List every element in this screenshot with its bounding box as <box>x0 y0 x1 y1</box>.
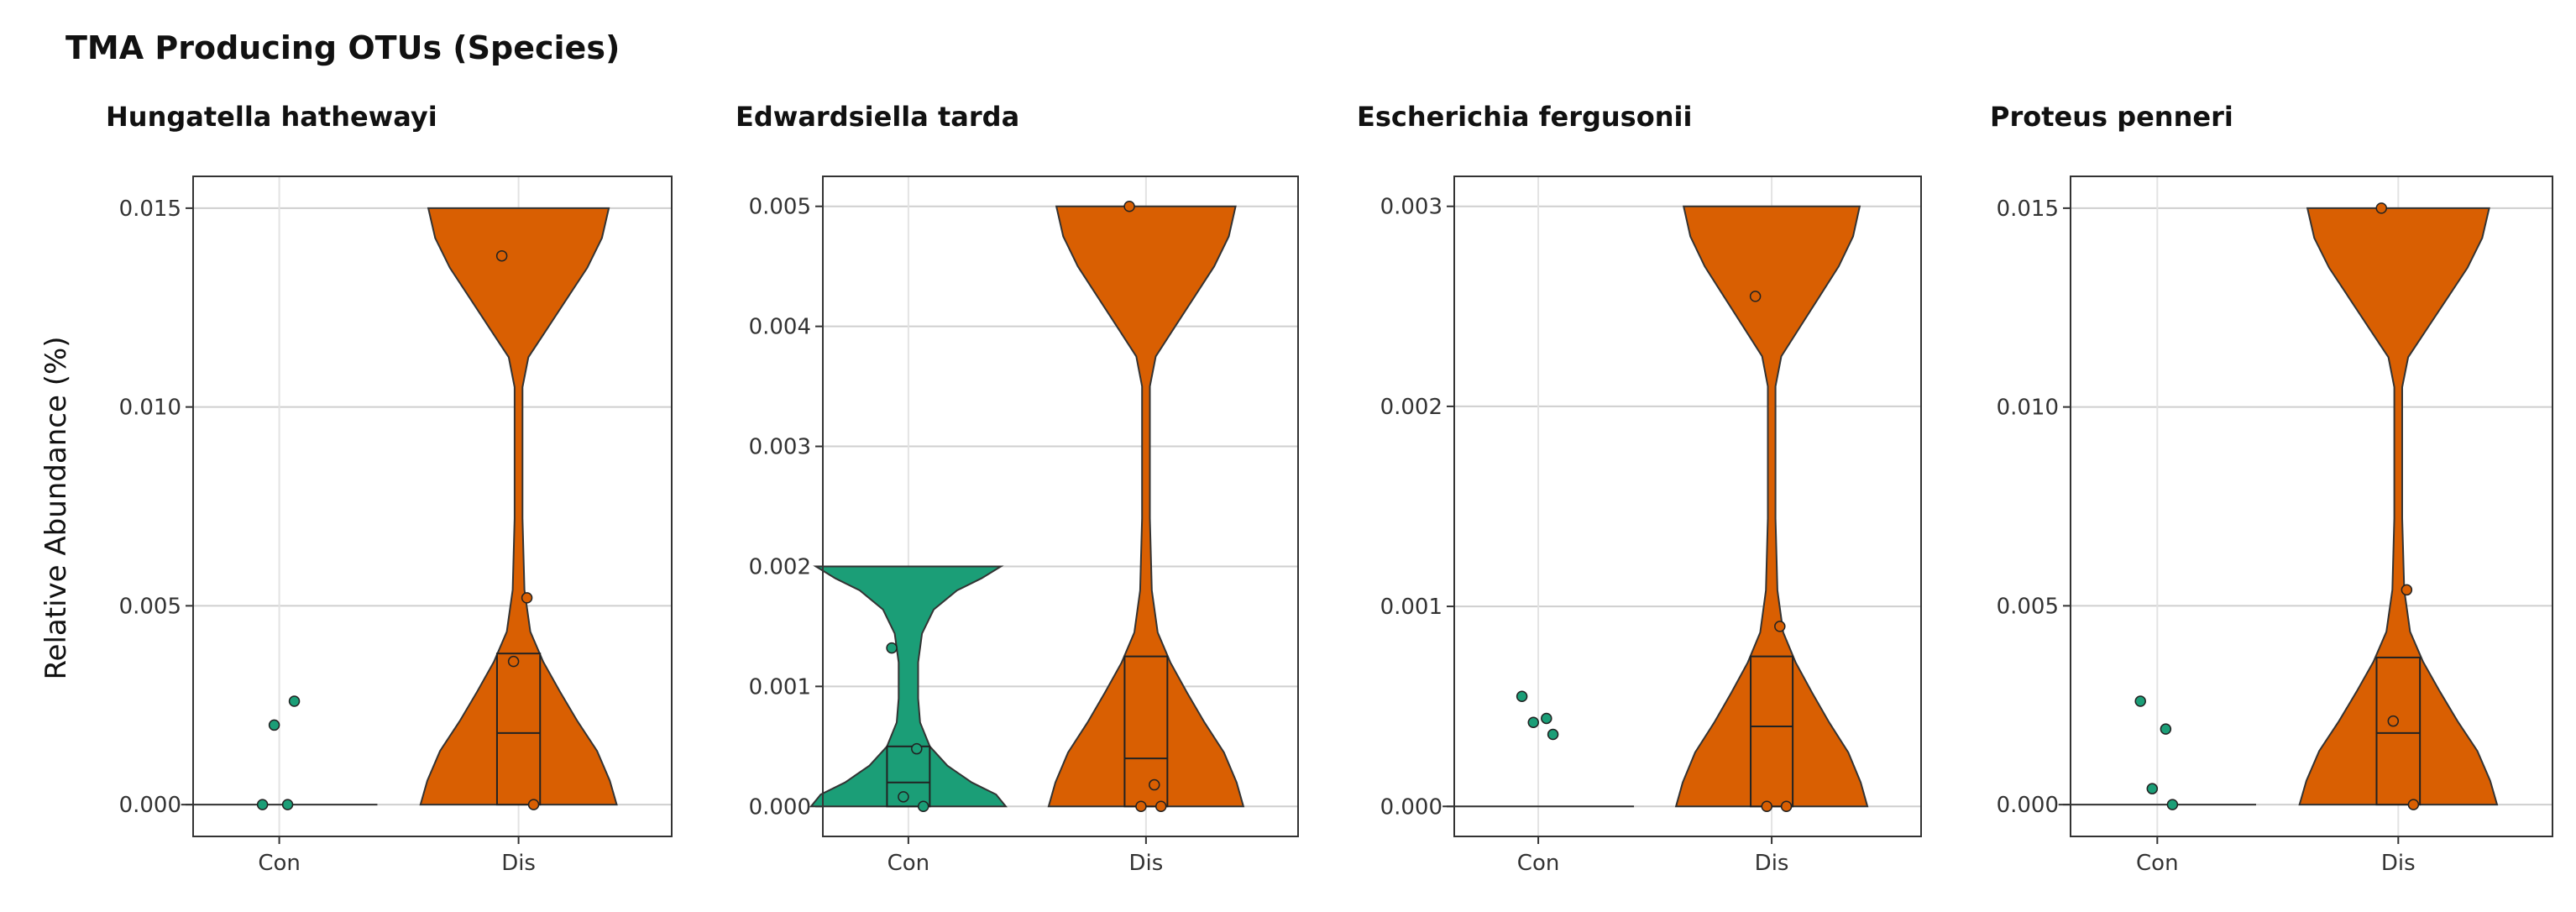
y-tick-label: 0.000 <box>1380 794 1442 820</box>
data-point-con <box>1516 690 1528 703</box>
panel-title: Edwardsiella tarda <box>736 101 1019 133</box>
data-point-dis <box>1749 291 1762 302</box>
x-tick-label: Dis <box>1755 851 1789 876</box>
panel-3: Escherichia fergusonii 0.000 0.001 0.002 0.0… <box>1357 101 1922 876</box>
panel-border <box>1453 176 1922 837</box>
data-point-con <box>281 799 294 810</box>
data-point-dis <box>2375 202 2387 214</box>
panel-title: Proteus penneri <box>1990 101 2233 133</box>
data-point-con <box>256 799 269 810</box>
x-tick-label: Con <box>887 851 930 876</box>
data-point-dis <box>507 655 520 668</box>
y-tick-label: 0.005 <box>1997 594 2059 619</box>
x-tick-label: Con <box>1517 851 1560 876</box>
data-point-dis <box>1761 800 1772 813</box>
box-dis <box>2375 656 2422 806</box>
data-point-con <box>2160 723 2172 735</box>
data-point-dis <box>1149 778 1160 791</box>
y-tick-label: 0.010 <box>119 396 181 421</box>
data-point-dis <box>2407 799 2420 810</box>
x-tick-label: Dis <box>501 851 536 876</box>
y-tick-label: 0.003 <box>1380 195 1442 220</box>
y-tick-label: 0.004 <box>749 315 811 340</box>
data-point-con <box>2166 799 2179 810</box>
violin-dis <box>1047 205 1245 808</box>
panel-2: Edwardsiella tarda 0.000 0.001 0.002 0.003 0.… <box>736 101 1299 876</box>
data-point-dis <box>1774 621 1786 632</box>
violin-dis <box>2298 207 2499 806</box>
x-tick-label: Dis <box>2381 851 2416 876</box>
violin-con <box>809 565 1008 808</box>
y-tick-label: 0.005 <box>119 594 181 619</box>
data-point-con <box>1547 728 1559 741</box>
box-dis <box>1123 655 1169 808</box>
panel-title: Escherichia fergusonii <box>1357 101 1692 133</box>
y-tick-label: 0.005 <box>749 195 811 220</box>
y-tick-label: 0.010 <box>1997 396 2059 421</box>
panel-1: Hungatella hathewayi 0.000 0.005 0.010 0.015… <box>106 101 673 876</box>
y-tick-label: 0.002 <box>749 554 811 579</box>
data-point-con <box>917 800 929 813</box>
x-tick-label: Con <box>2136 851 2179 876</box>
data-point-dis <box>2387 715 2400 727</box>
data-point-con <box>2134 695 2146 707</box>
data-point-con <box>886 642 898 654</box>
data-point-con <box>898 791 909 803</box>
data-point-con <box>1541 712 1552 725</box>
y-tick-label: 0.015 <box>119 197 181 222</box>
y-tick-label: 0.002 <box>1380 395 1442 420</box>
data-point-con <box>288 695 301 707</box>
data-point-dis <box>1154 800 1167 813</box>
data-point-dis <box>527 799 540 810</box>
panel-title: Hungatella hathewayi <box>106 101 437 133</box>
violin-dis <box>1674 205 1869 808</box>
data-point-con <box>1527 716 1539 728</box>
panels: Hungatella hathewayi 0.000 0.005 0.010 0.015… <box>106 101 2553 876</box>
y-tick-label: 0.000 <box>749 794 811 820</box>
panel-border <box>192 176 673 837</box>
data-point-dis <box>495 249 508 262</box>
data-point-dis <box>2401 584 2413 596</box>
data-point-dis <box>1123 200 1135 212</box>
y-tick-label: 0.000 <box>1997 793 2059 818</box>
y-tick-label: 0.001 <box>1380 595 1442 620</box>
y-tick-label: 0.003 <box>749 435 811 460</box>
panel-border <box>822 176 1299 837</box>
panel-border <box>2070 176 2553 837</box>
data-point-dis <box>521 592 533 604</box>
box-dis <box>1750 655 1794 808</box>
y-tick-label: 0.000 <box>119 793 181 818</box>
data-point-dis <box>1780 800 1793 813</box>
y-tick-label: 0.001 <box>749 674 811 700</box>
y-axis-label: Relative Abundance (%) <box>39 336 73 679</box>
data-point-con <box>2146 783 2159 794</box>
data-point-dis <box>1135 800 1147 813</box>
x-tick-label: Dis <box>1128 851 1163 876</box>
figure-title: TMA Producing OTUs (Species) <box>65 29 620 66</box>
x-tick-label: Con <box>258 851 301 876</box>
panel-4: Proteus penneri 0.000 0.005 0.010 0.015 Con Di… <box>1990 101 2553 876</box>
data-point-con <box>911 742 923 755</box>
box-dis <box>495 653 542 806</box>
y-tick-label: 0.015 <box>1997 197 2059 222</box>
violin-dis <box>419 207 618 806</box>
data-point-con <box>268 719 280 731</box>
